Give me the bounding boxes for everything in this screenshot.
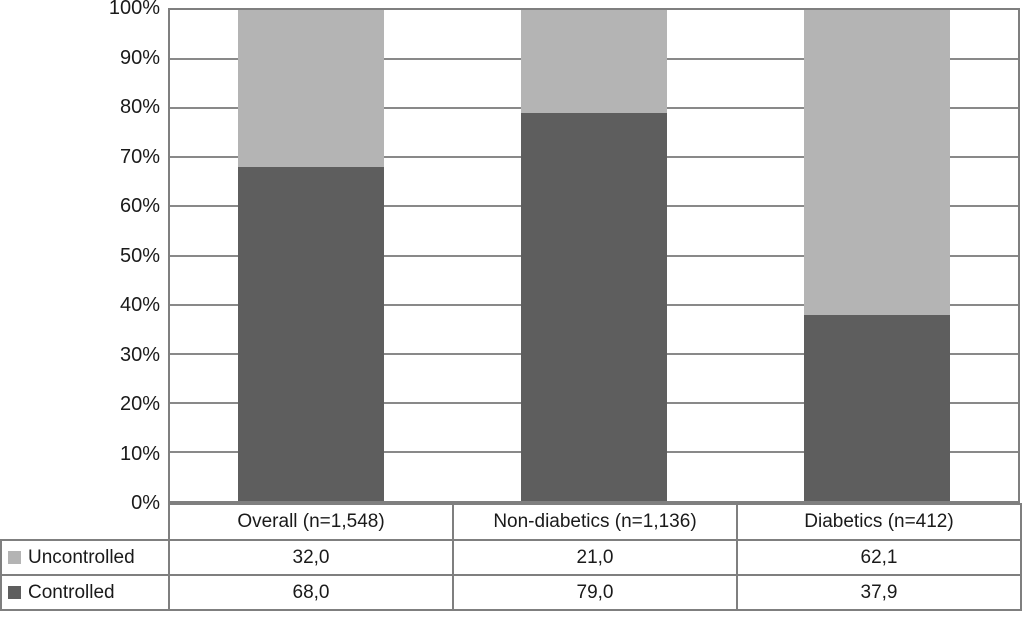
value-uncontrolled-non-diabetics: 21,0 <box>452 539 738 576</box>
bar-diabetics-n-412 <box>803 10 950 501</box>
legend-swatch-uncontrolled-icon <box>8 550 21 564</box>
legend-item-uncontrolled: Uncontrolled <box>0 539 170 576</box>
y-axis-tick-label: 10% <box>119 442 160 465</box>
bar-overall-n-1-548 <box>238 10 385 501</box>
category-header-overall: Overall (n=1,548) <box>168 503 454 541</box>
legend-swatch-controlled-icon <box>8 585 21 599</box>
bar-segment-controlled-non-diabetics-n-1-136 <box>521 113 667 501</box>
value-controlled-overall: 68,0 <box>168 574 454 611</box>
y-axis-tick-label: 60% <box>119 195 160 217</box>
bar-slot-non-diabetics-n-1-136 <box>453 10 736 501</box>
table-header-row: Overall (n=1,548) Non-diabetics (n=1,136… <box>1 503 1022 541</box>
legend-item-controlled: Controlled <box>0 574 170 611</box>
y-axis-tick-label: 0% <box>131 492 160 514</box>
value-controlled-diabetics: 37,9 <box>736 574 1022 611</box>
plot-area <box>168 8 1020 503</box>
y-axis: 0% 10% 20% 30% 40% 50% 60% 70% 80% 90% 100% <box>0 0 160 513</box>
value-uncontrolled-overall: 32,0 <box>168 539 454 576</box>
data-table: Overall (n=1,548) Non-diabetics (n=1,136… <box>0 503 1022 611</box>
value-controlled-non-diabetics: 79,0 <box>452 574 738 611</box>
table-row-controlled: Controlled 68,0 79,0 37,9 <box>0 574 1022 611</box>
y-axis-tick-label: 40% <box>119 294 160 316</box>
category-header-diabetics: Diabetics (n=412) <box>736 503 1022 541</box>
y-axis-tick-label: 90% <box>119 46 160 69</box>
bar-segment-controlled-overall-n-1-548 <box>238 167 385 501</box>
y-axis-tick-label: 70% <box>119 145 160 168</box>
legend-label-uncontrolled: Uncontrolled <box>28 546 135 568</box>
bar-segment-uncontrolled-non-diabetics-n-1-136 <box>521 10 667 114</box>
y-axis-tick-label: 50% <box>119 244 160 267</box>
y-axis-tick-label: 30% <box>119 343 160 366</box>
bar-slot-overall-n-1-548 <box>170 10 453 501</box>
table-row-uncontrolled: Uncontrolled 32,0 21,0 62,1 <box>0 539 1022 576</box>
bar-segment-uncontrolled-diabetics-n-412 <box>803 10 950 315</box>
y-axis-tick-label: 80% <box>119 96 160 118</box>
bar-segment-uncontrolled-overall-n-1-548 <box>238 10 385 168</box>
bar-series <box>170 10 1018 501</box>
legend-label-controlled: Controlled <box>28 581 115 603</box>
bar-segment-controlled-diabetics-n-412 <box>803 314 950 501</box>
category-header-non-diabetics: Non-diabetics (n=1,136) <box>452 503 738 541</box>
y-axis-tick-label: 100% <box>108 0 160 19</box>
table-corner-blank <box>1 504 169 540</box>
bar-non-diabetics-n-1-136 <box>521 10 667 501</box>
value-uncontrolled-diabetics: 62,1 <box>736 539 1022 576</box>
y-axis-tick-label: 20% <box>119 393 160 415</box>
bar-slot-diabetics-n-412 <box>735 10 1018 501</box>
